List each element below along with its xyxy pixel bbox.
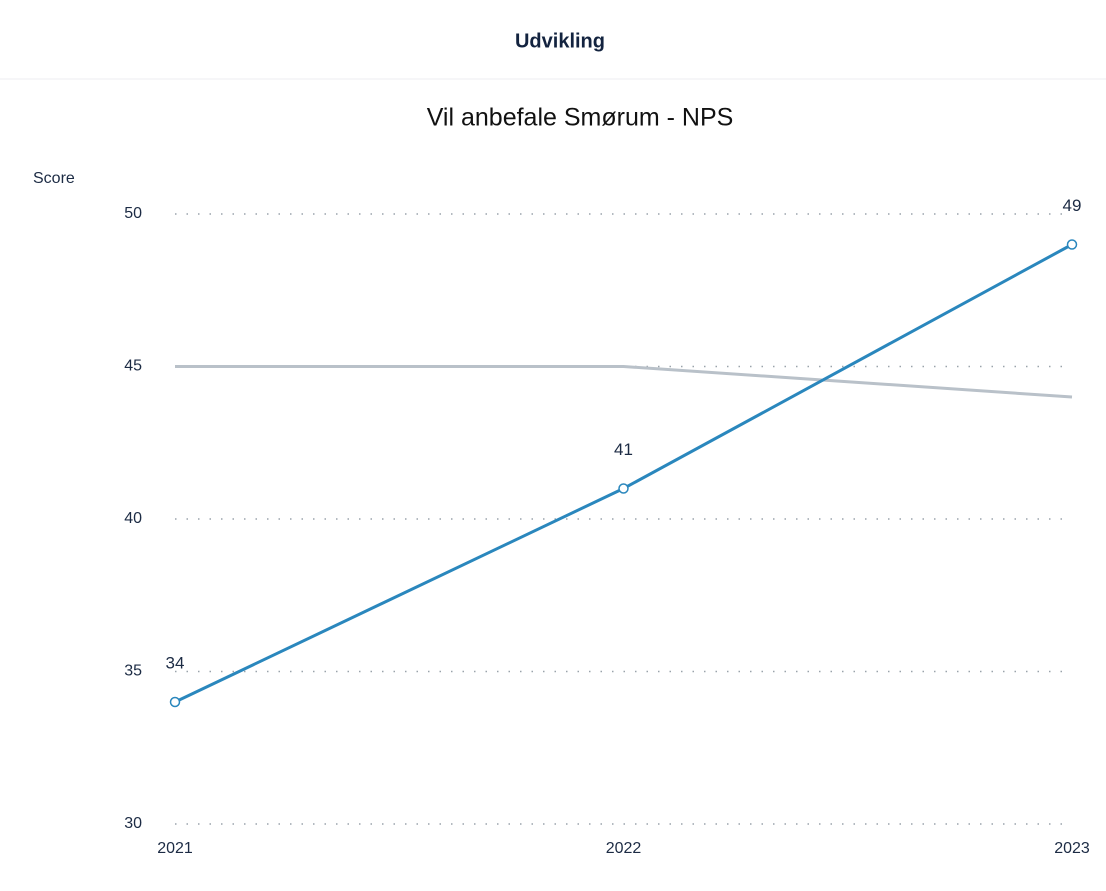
y-tick-label: 40 [124, 510, 142, 527]
series-line [175, 365, 1073, 399]
header-title: Udvikling [515, 30, 605, 52]
y-tick-label: 35 [124, 663, 142, 680]
series-line [174, 243, 1073, 704]
data-point [618, 483, 629, 494]
data-label: 49 [1063, 196, 1082, 215]
chart-title: Vil anbefale Smørum - NPS [427, 104, 734, 132]
data-point [1066, 239, 1078, 250]
y-tick-label: 45 [124, 358, 142, 375]
x-tick-label: 2023 [1054, 840, 1090, 857]
data-label: 34 [166, 653, 185, 672]
y-tick-label: 50 [124, 205, 142, 222]
x-tick-label: 2021 [157, 840, 193, 857]
y-tick-label: 30 [124, 815, 142, 832]
y-axis-label: Score [33, 170, 75, 187]
x-tick-label: 2022 [606, 840, 642, 857]
data-point [169, 696, 181, 708]
data-label: 41 [614, 440, 633, 459]
